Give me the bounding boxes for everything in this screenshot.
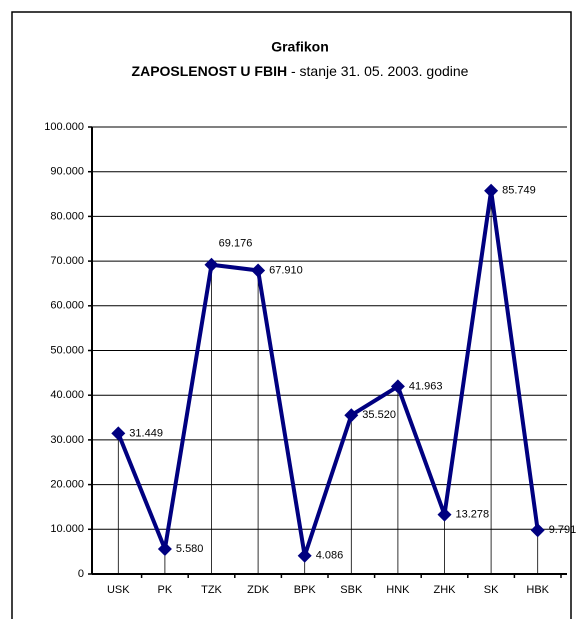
y-tick-label: 10.000: [50, 523, 84, 535]
data-label: 9.791: [549, 524, 577, 536]
y-tick-label: 100.000: [44, 121, 84, 133]
x-tick-label: SBK: [340, 584, 363, 596]
data-label: 35.520: [362, 409, 396, 421]
x-tick-label: BPK: [294, 584, 317, 596]
y-tick-label: 60.000: [50, 300, 84, 312]
y-tick-label: 30.000: [50, 434, 84, 446]
x-tick-label: SK: [484, 584, 499, 596]
x-tick-label: HBK: [526, 584, 549, 596]
marker: [204, 257, 219, 272]
y-tick-label: 90.000: [50, 166, 84, 178]
y-tick-label: 70.000: [50, 255, 84, 267]
chart-frame: [11, 11, 572, 619]
marker: [297, 548, 312, 563]
x-tick-label: USK: [107, 584, 130, 596]
marker: [437, 507, 452, 522]
y-tick-label: 0: [78, 568, 84, 580]
data-label: 13.278: [456, 509, 490, 521]
data-label: 67.910: [269, 264, 303, 276]
marker: [344, 408, 359, 423]
marker: [390, 379, 405, 394]
data-label: 69.176: [219, 238, 253, 250]
data-label: 31.449: [129, 427, 163, 439]
chart-subtitle: ZAPOSLENOST U FBIH - stanje 31. 05. 2003…: [132, 63, 469, 79]
subtitle-rest: - stanje 31. 05. 2003. godine: [291, 63, 469, 79]
y-tick-label: 80.000: [50, 210, 84, 222]
series-line: [116, 188, 540, 558]
data-label: 41.963: [409, 380, 443, 392]
data-label: 5.580: [176, 543, 204, 555]
marker: [157, 542, 172, 557]
data-label: 4.086: [316, 550, 344, 562]
data-label: 85.749: [502, 185, 536, 197]
x-tick-label: PK: [158, 584, 173, 596]
marker: [251, 263, 266, 278]
chart-title: Grafikon: [271, 39, 329, 55]
subtitle-bold: ZAPOSLENOST U FBIH: [132, 63, 288, 79]
marker: [530, 523, 545, 538]
marker: [484, 183, 499, 198]
x-tick-label: ZHK: [434, 584, 457, 596]
x-tick-label: HNK: [386, 584, 410, 596]
y-tick-label: 40.000: [50, 389, 84, 401]
x-tick-label: TZK: [201, 584, 222, 596]
y-tick-label: 20.000: [50, 479, 84, 491]
marker: [111, 426, 126, 441]
y-tick-label: 50.000: [50, 344, 84, 356]
x-tick-label: ZDK: [247, 584, 270, 596]
